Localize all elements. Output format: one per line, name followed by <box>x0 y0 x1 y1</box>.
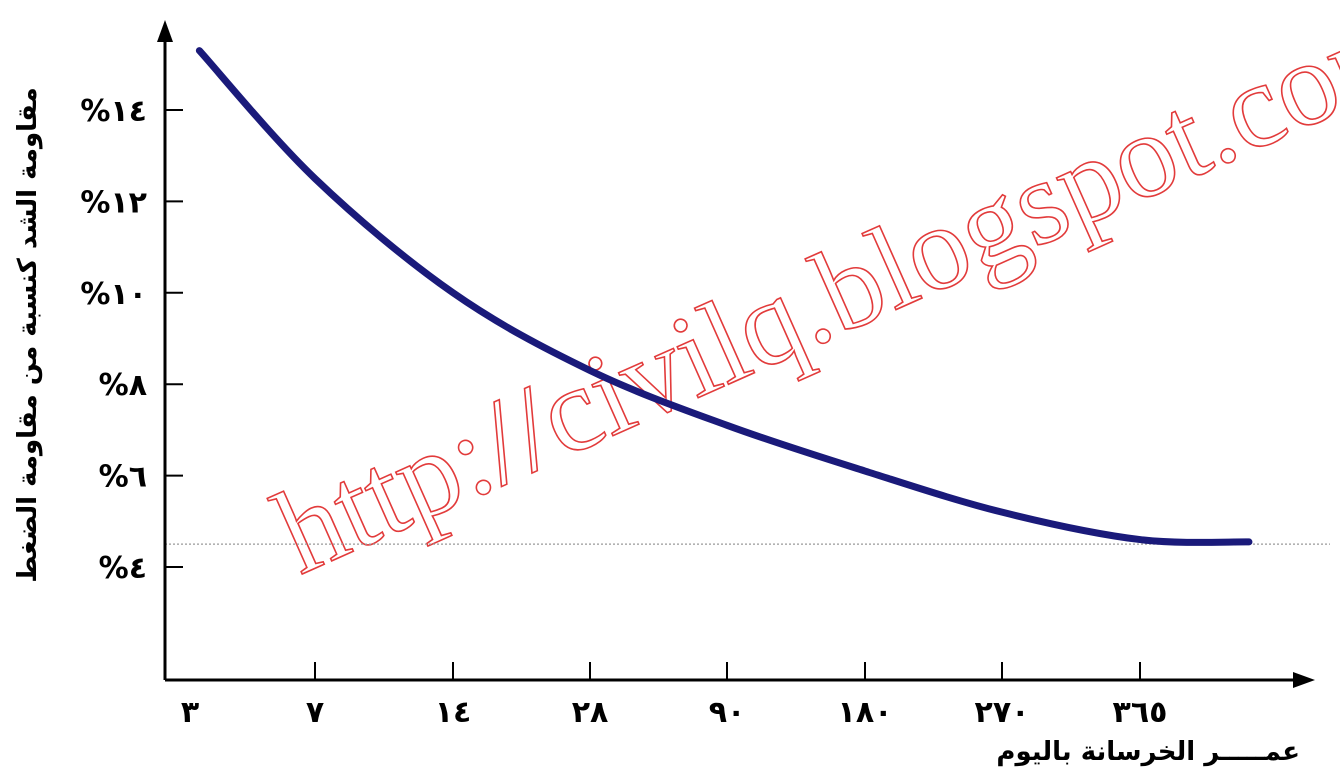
y-axis-arrow <box>157 20 173 42</box>
x-tick-label: ٣٦٥ <box>1113 695 1168 730</box>
y-axis-title: مقاومة الشد كنسبة من مقاومة الضغط <box>13 87 43 583</box>
axes <box>157 20 1315 688</box>
y-tick-label: %١٤ <box>80 94 147 129</box>
x-tick-label: ٢٨ <box>572 695 609 730</box>
x-axis-title: عمـــــر الخرسانة باليوم <box>996 737 1300 767</box>
watermark: http://civilq.blogspot.com <box>256 0 1340 600</box>
series-line <box>195 47 1253 546</box>
x-tick-label: ٩٠ <box>709 695 746 730</box>
y-tick-label: %١٠ <box>80 277 147 312</box>
x-tick-label: ١٤ <box>435 695 472 730</box>
x-axis-arrow <box>1293 672 1315 688</box>
y-tick-label: %٨ <box>99 368 147 403</box>
y-tick-label: %١٢ <box>80 185 147 220</box>
x-tick-label: ٢٧٠ <box>975 695 1030 730</box>
ticks: ٣ ٧ ١٤ ٢٨ ٩٠ ١٨٠ ٢٧٠ ٣٦٥ %٤ %٦ %٨ %١٠ %١٢ %١٤ <box>80 94 1167 730</box>
x-tick-label: ٧ <box>306 695 324 730</box>
y-tick-label: %٦ <box>99 460 147 495</box>
x-tick-label: ٣ <box>181 695 199 730</box>
x-tick-label: ١٨٠ <box>838 695 893 730</box>
y-tick-label: %٤ <box>99 551 147 586</box>
watermark-text: http://civilq.blogspot.com <box>256 0 1340 599</box>
